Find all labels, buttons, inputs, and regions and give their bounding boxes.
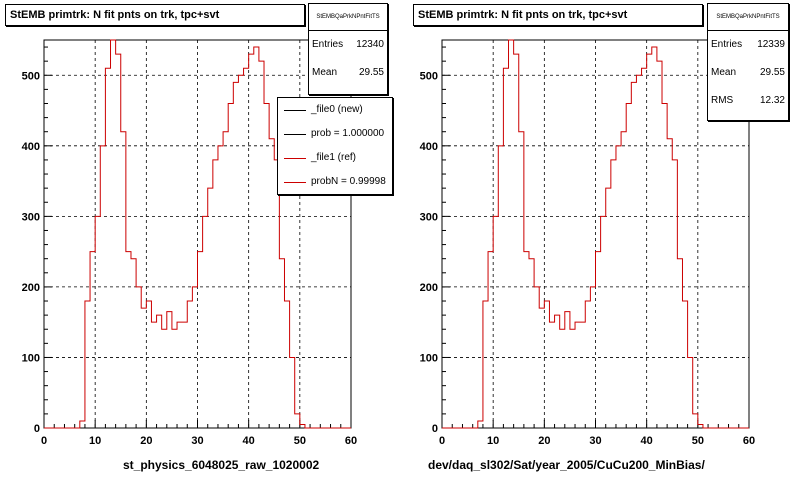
left-x-tick-label: 0 bbox=[41, 435, 47, 447]
right-rms-label: RMS bbox=[711, 95, 734, 106]
legend-line-file0 bbox=[284, 110, 306, 111]
left-x-tick-label: 30 bbox=[191, 435, 203, 447]
left-stats-entries-row: Entries 12340 bbox=[309, 31, 387, 59]
left-y-tick-label: 300 bbox=[22, 211, 40, 223]
right-x-tick-label: 40 bbox=[641, 435, 653, 447]
left-stats-box: StEMBQaPrkNPntFitTS Entries 12340 Mean 2… bbox=[308, 3, 388, 95]
right-histogram-series bbox=[442, 39, 749, 429]
legend-line-file1 bbox=[284, 158, 306, 159]
legend-entry-file1: _file1 (ref) bbox=[278, 146, 392, 170]
left-x-tick-label: 20 bbox=[140, 435, 152, 447]
right-y-tick-label: 200 bbox=[420, 282, 438, 294]
legend-entry-file0: _file0 (new) bbox=[278, 98, 392, 122]
left-y-tick-label: 500 bbox=[22, 70, 40, 82]
left-x-tick-label: 50 bbox=[294, 435, 306, 447]
right-y-tick-label: 0 bbox=[432, 423, 438, 435]
right-y-tick-label: 500 bbox=[420, 70, 438, 82]
legend-label-file1: _file1 (ref) bbox=[311, 152, 357, 163]
left-y-tick-label: 100 bbox=[22, 352, 40, 364]
right-mean-value: 29.55 bbox=[759, 67, 785, 78]
left-histogram-series bbox=[44, 39, 351, 429]
right-y-tick-label: 400 bbox=[420, 141, 438, 153]
right-x-tick-label: 60 bbox=[743, 435, 755, 447]
right-stats-entries-row: Entries 12339 bbox=[708, 31, 788, 59]
right-y-tick-label: 100 bbox=[420, 352, 438, 364]
right-stats-box: StEMBQaPrkNPntFitTS Entries 12339 Mean 2… bbox=[707, 3, 789, 121]
right-x-tick-label: 50 bbox=[692, 435, 704, 447]
left-x-tick-label: 60 bbox=[345, 435, 357, 447]
left-stats-mean-row: Mean 29.55 bbox=[309, 59, 387, 87]
legend-entry-prob: prob = 1.000000 bbox=[278, 122, 392, 146]
right-y-tick-label: 300 bbox=[420, 211, 438, 223]
legend-line-probn bbox=[284, 182, 306, 183]
left-y-tick-label: 0 bbox=[34, 423, 40, 435]
left-entries-value: 12340 bbox=[356, 39, 384, 50]
legend-label-probn: probN = 0.99998 bbox=[311, 176, 386, 187]
left-entries-label: Entries bbox=[312, 39, 344, 50]
left-mean-value: 29.55 bbox=[358, 67, 384, 78]
right-stats-rms-row: RMS 12.32 bbox=[708, 87, 788, 115]
right-x-tick-label: 20 bbox=[538, 435, 550, 447]
right-mean-label: Mean bbox=[711, 67, 737, 78]
right-x-tick-label: 30 bbox=[589, 435, 601, 447]
right-stats-name: StEMBQaPrkNPntFitTS bbox=[708, 4, 788, 31]
left-plot-title: StEMB primtrk: N fit pnts on trk, tpc+sv… bbox=[5, 4, 305, 26]
right-x-tick-label: 0 bbox=[439, 435, 445, 447]
left-x-tick-label: 40 bbox=[243, 435, 255, 447]
legend-line-prob bbox=[284, 134, 306, 135]
right-entries-value: 12339 bbox=[757, 39, 785, 50]
right-x-axis-label: dev/daq_sl302/Sat/year_2005/CuCu200_MinB… bbox=[428, 458, 705, 472]
left-x-tick-label: 10 bbox=[89, 435, 101, 447]
right-rms-value: 12.32 bbox=[759, 95, 785, 106]
right-entries-label: Entries bbox=[711, 39, 743, 50]
left-y-tick-label: 200 bbox=[22, 282, 40, 294]
legend-label-prob: prob = 1.000000 bbox=[311, 128, 385, 139]
left-legend: _file0 (new) prob = 1.000000 _file1 (ref… bbox=[277, 97, 393, 195]
left-mean-label: Mean bbox=[312, 67, 338, 78]
left-stats-name: StEMBQaPrkNPntFitTS bbox=[309, 4, 387, 31]
right-stats-mean-row: Mean 29.55 bbox=[708, 59, 788, 87]
left-x-axis-label: st_physics_6048025_raw_1020002 bbox=[123, 458, 320, 472]
legend-entry-probn: probN = 0.99998 bbox=[278, 170, 392, 194]
right-x-tick-label: 10 bbox=[487, 435, 499, 447]
legend-label-file0: _file0 (new) bbox=[311, 104, 363, 115]
right-plot-title: StEMB primtrk: N fit pnts on trk, tpc+sv… bbox=[413, 4, 703, 26]
left-y-tick-label: 400 bbox=[22, 141, 40, 153]
